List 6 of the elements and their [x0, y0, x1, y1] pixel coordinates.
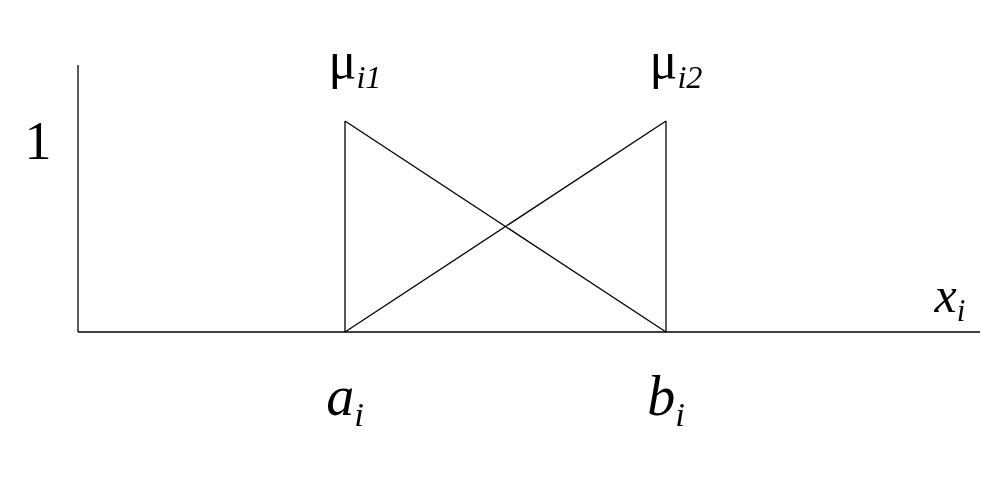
text: 1: [24, 111, 52, 171]
x-tick-label: b$_{i}$: [647, 365, 685, 434]
series-label: μ$_{i2}$: [649, 32, 703, 95]
x-axis-title: x$_{i}$: [933, 267, 966, 329]
series-label: μ$_{i1}$: [328, 32, 382, 95]
x-tick-label: a$_{i}$: [326, 365, 364, 434]
